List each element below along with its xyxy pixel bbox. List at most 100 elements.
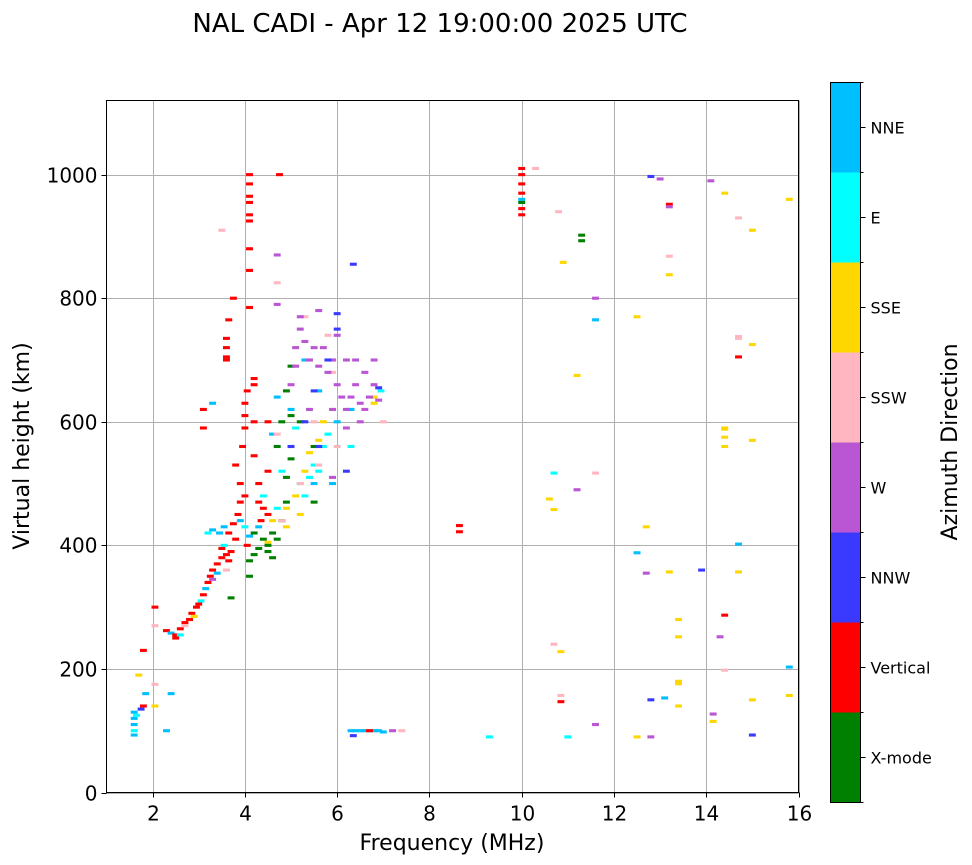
data-point-sse	[675, 617, 683, 622]
data-point-nnw	[748, 733, 756, 737]
data-point-nne	[255, 525, 263, 529]
data-point-vertical	[243, 543, 251, 547]
data-point-x-mode	[269, 556, 277, 560]
data-point-w	[273, 253, 281, 257]
data-point-x-mode	[278, 420, 286, 424]
data-point-x-mode	[282, 389, 290, 393]
data-point-nne	[209, 401, 217, 405]
data-point-x-mode	[264, 543, 272, 547]
data-point-vertical	[199, 593, 207, 597]
data-points	[130, 166, 793, 739]
x-tick-label: 6	[331, 802, 344, 826]
x-tick-label: 8	[423, 802, 436, 826]
data-point-sse	[709, 719, 717, 723]
data-point-x-mode	[287, 457, 295, 461]
data-point-nnw	[310, 389, 318, 393]
data-point-sse	[135, 673, 143, 677]
data-point-w	[573, 488, 581, 492]
data-point-w	[361, 370, 369, 374]
data-point-ssw	[324, 333, 332, 337]
data-point-ssw	[398, 729, 406, 733]
data-point-vertical	[222, 553, 230, 557]
data-point-nne	[130, 722, 138, 727]
data-point-ssw	[218, 228, 226, 232]
colorbar-swatch-nnw	[830, 532, 861, 623]
data-point-w	[306, 358, 313, 362]
data-point-vertical	[222, 358, 230, 362]
data-point-ssw	[310, 420, 318, 424]
data-point-vertical	[204, 580, 212, 584]
data-point-w	[342, 426, 350, 430]
data-point-vertical	[236, 500, 244, 504]
data-point-ssw	[222, 568, 230, 572]
x-tick-label: 10	[510, 802, 535, 826]
plot-frame	[106, 100, 799, 793]
data-point-sse	[151, 704, 159, 708]
data-point-vertical	[264, 420, 272, 424]
x-tick-label: 16	[787, 802, 812, 826]
data-point-sse	[296, 512, 304, 517]
data-point-w	[342, 407, 350, 411]
data-point-nne	[269, 432, 277, 436]
data-point-nne	[347, 407, 355, 411]
data-point-vertical	[213, 562, 221, 566]
data-point-vertical	[259, 506, 267, 510]
data-point-nne	[142, 692, 150, 696]
data-point-x-mode	[287, 414, 295, 418]
data-point-nnw	[287, 444, 295, 449]
data-point-vertical	[246, 305, 253, 310]
data-point-vertical	[246, 247, 253, 251]
data-point-sse	[785, 693, 793, 698]
data-point-nne	[375, 729, 383, 733]
data-point-vertical	[264, 469, 272, 473]
data-point-w	[333, 333, 341, 337]
colorbar-label: Azimuth Direction	[938, 343, 963, 540]
data-point-e	[310, 463, 318, 467]
colorbar-swatch-nne	[830, 82, 861, 173]
data-point-w	[370, 383, 378, 387]
data-point-nne	[315, 389, 323, 393]
x-tick-label: 12	[602, 802, 627, 826]
data-point-w	[352, 358, 360, 362]
data-point-vertical	[264, 512, 272, 517]
data-point-vertical	[176, 627, 184, 631]
data-point-w	[301, 339, 309, 344]
data-point-nne	[167, 631, 175, 635]
data-point-nne	[356, 729, 364, 733]
data-point-nne	[220, 525, 228, 529]
data-point-nne	[361, 729, 369, 733]
data-point-nnw	[333, 327, 341, 331]
data-point-e	[292, 426, 300, 430]
data-point-w	[329, 407, 337, 411]
data-point-ssw	[273, 281, 281, 285]
data-point-vertical	[199, 407, 207, 411]
data-point-sse	[370, 401, 378, 405]
colorbar-swatch-e	[830, 172, 861, 263]
data-point-ssw	[557, 693, 565, 698]
data-point-ssw	[735, 216, 742, 220]
data-point-nnw	[333, 312, 341, 316]
data-point-nnw	[349, 262, 357, 266]
data-point-vertical	[229, 296, 237, 300]
data-point-x-mode	[227, 596, 235, 600]
data-point-sse	[735, 570, 742, 574]
colorbar-swatch-sse	[830, 262, 861, 353]
data-point-e	[130, 729, 138, 733]
data-point-vertical	[735, 355, 742, 359]
data-point-x-mode	[250, 531, 258, 535]
data-point-w	[361, 407, 369, 411]
colorbar-swatch-ssw	[830, 352, 861, 443]
data-point-x-mode	[246, 559, 253, 563]
data-point-ssw	[735, 336, 742, 340]
data-point-vertical	[225, 559, 233, 563]
data-point-w	[592, 722, 599, 727]
data-point-w	[287, 383, 295, 387]
data-point-w	[389, 729, 396, 733]
data-point-x-mode	[250, 553, 258, 557]
data-point-e	[485, 735, 493, 739]
data-point-w	[665, 205, 673, 209]
data-point-nne	[301, 358, 309, 362]
data-point-sse	[642, 525, 650, 529]
data-point-vertical	[250, 454, 258, 458]
